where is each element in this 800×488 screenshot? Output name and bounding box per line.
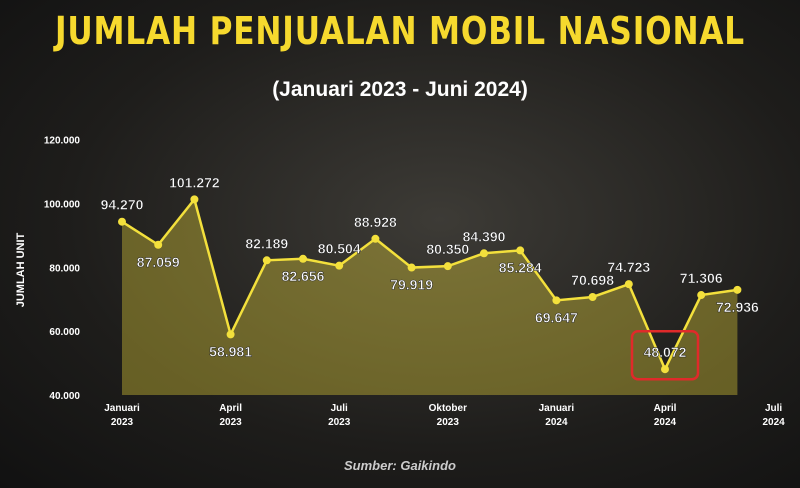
value-label: 80.504 <box>318 241 361 257</box>
chart-subtitle: (Januari 2023 - Juni 2024) <box>272 78 528 101</box>
value-label: 74.723 <box>607 259 650 275</box>
point <box>624 280 633 289</box>
point <box>588 292 597 301</box>
point <box>154 240 163 249</box>
point <box>118 217 126 226</box>
value-label: 84.390 <box>463 228 506 244</box>
value-label: 82.656 <box>282 268 325 284</box>
x-tick-label: Juli 2024 <box>762 403 785 428</box>
x-tick-label: Juli 2023 <box>328 403 351 428</box>
x-tick-label: Januari 2023 <box>104 403 140 428</box>
y-axis-label: JUMLAH UNIT <box>15 232 27 307</box>
point <box>480 249 488 258</box>
value-label: 71.306 <box>680 270 723 286</box>
point <box>190 195 199 204</box>
line <box>121 196 738 373</box>
point <box>371 234 380 243</box>
value-label: 79.919 <box>390 277 433 293</box>
point <box>516 246 525 255</box>
point <box>443 262 452 271</box>
area <box>122 199 738 395</box>
x-tick-label: April 2024 <box>653 403 677 428</box>
point <box>407 263 416 272</box>
chart-title: JUMLAH PENJUALAN MOBIL NASIONAL <box>53 9 745 53</box>
value-label: 88.928 <box>354 214 397 230</box>
point <box>262 256 271 265</box>
highlight-box <box>630 329 700 381</box>
value-label: 80.350 <box>426 241 469 257</box>
x-tick-label: Januari 2024 <box>538 403 575 428</box>
value-label: 72.936 <box>716 299 759 315</box>
point <box>661 365 669 374</box>
source: Sumber: Gaikindo <box>344 458 456 473</box>
point <box>552 296 561 305</box>
point <box>335 261 344 270</box>
value-label: 70.698 <box>571 272 614 288</box>
y-tick-label: 120.000 <box>44 136 81 147</box>
value-label: 82.189 <box>245 235 288 251</box>
point <box>733 285 742 294</box>
y-tick-label: 100.000 <box>44 199 81 210</box>
value-label: 101.272 <box>169 174 220 190</box>
y-tick-label: 40.000 <box>49 391 80 402</box>
y-tick-label: 80.000 <box>49 263 80 274</box>
point <box>697 291 706 300</box>
x-tick-label: April 2023 <box>219 403 242 428</box>
value-label: 48.072 <box>644 344 687 360</box>
point <box>299 254 307 263</box>
point <box>226 330 235 339</box>
x-tick-label: Oktober 2023 <box>428 403 467 428</box>
value-label: 94.270 <box>101 197 144 213</box>
value-label: 69.647 <box>535 309 578 325</box>
value-label: 58.981 <box>209 343 252 359</box>
y-tick-label: 60.000 <box>49 327 80 338</box>
value-label: 85.284 <box>499 259 542 275</box>
value-label: 87.059 <box>137 254 180 270</box>
